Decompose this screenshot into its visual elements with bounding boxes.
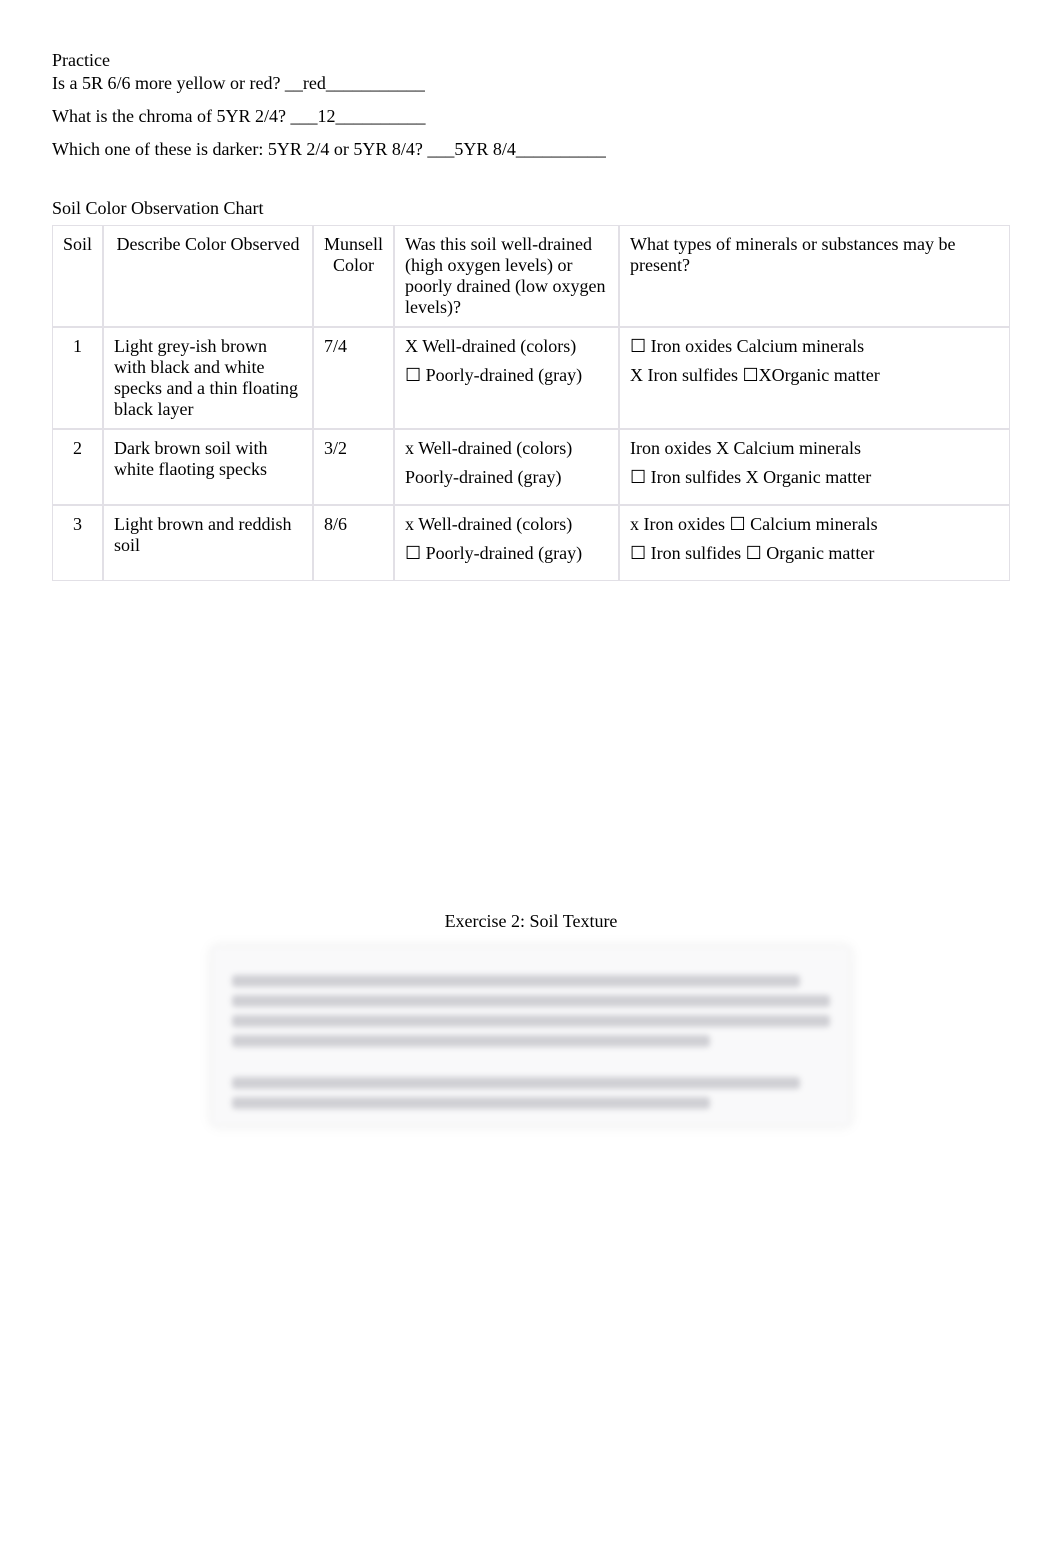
header-soil: Soil [52, 225, 103, 327]
cell-soil-num: 2 [52, 429, 103, 505]
drain-option: ☐ Poorly-drained (gray) [405, 365, 608, 386]
cell-drained: X Well-drained (colors) ☐ Poorly-drained… [394, 327, 619, 429]
mineral-option: Iron oxides X Calcium minerals [630, 438, 999, 459]
header-munsell: Munsell Color [313, 225, 394, 327]
mineral-option: ☐ Iron sulfides ☐ Organic matter [630, 543, 999, 564]
table-row: 2 Dark brown soil with white flaoting sp… [52, 429, 1010, 505]
exercise-2-title: Exercise 2: Soil Texture [52, 911, 1010, 932]
cell-drained: x Well-drained (colors) ☐ Poorly-drained… [394, 505, 619, 581]
mineral-option: ☐ Iron sulfides X Organic matter [630, 467, 999, 488]
cell-soil-num: 1 [52, 327, 103, 429]
blur-line [232, 1015, 830, 1027]
practice-q3: Which one of these is darker: 5YR 2/4 or… [52, 139, 1010, 160]
table-row: 3 Light brown and reddish soil 8/6 x Wel… [52, 505, 1010, 581]
blur-line [232, 1097, 710, 1109]
cell-minerals: x Iron oxides ☐ Calcium minerals ☐ Iron … [619, 505, 1010, 581]
header-describe: Describe Color Observed [103, 225, 313, 327]
observation-table: Soil Describe Color Observed Munsell Col… [52, 225, 1010, 581]
mineral-option: x Iron oxides ☐ Calcium minerals [630, 514, 999, 535]
blurred-preview [211, 946, 851, 1126]
chart-title: Soil Color Observation Chart [52, 198, 1010, 219]
table-header-row: Soil Describe Color Observed Munsell Col… [52, 225, 1010, 327]
mineral-option: ☐ Iron oxides Calcium minerals [630, 336, 999, 357]
blur-line [232, 995, 830, 1007]
practice-q1: Is a 5R 6/6 more yellow or red? __red___… [52, 73, 1010, 94]
table-row: 1 Light grey-ish brown with black and wh… [52, 327, 1010, 429]
blur-line [232, 975, 800, 987]
cell-minerals: ☐ Iron oxides Calcium minerals X Iron su… [619, 327, 1010, 429]
drain-option: Poorly-drained (gray) [405, 467, 608, 488]
cell-soil-num: 3 [52, 505, 103, 581]
mineral-option: X Iron sulfides ☐XOrganic matter [630, 365, 999, 386]
header-minerals: What types of minerals or substances may… [619, 225, 1010, 327]
practice-title: Practice [52, 50, 1010, 71]
cell-munsell: 7/4 [313, 327, 394, 429]
cell-munsell: 8/6 [313, 505, 394, 581]
blur-line [232, 1035, 710, 1047]
cell-describe: Light grey-ish brown with black and whit… [103, 327, 313, 429]
drain-option: x Well-drained (colors) [405, 514, 608, 535]
practice-section: Practice Is a 5R 6/6 more yellow or red?… [52, 50, 1010, 160]
cell-describe: Dark brown soil with white flaoting spec… [103, 429, 313, 505]
drain-option: X Well-drained (colors) [405, 336, 608, 357]
drain-option: x Well-drained (colors) [405, 438, 608, 459]
cell-drained: x Well-drained (colors) Poorly-drained (… [394, 429, 619, 505]
blur-line [232, 1077, 800, 1089]
cell-describe: Light brown and reddish soil [103, 505, 313, 581]
drain-option: ☐ Poorly-drained (gray) [405, 543, 608, 564]
header-drained: Was this soil well-drained (high oxygen … [394, 225, 619, 327]
practice-q2: What is the chroma of 5YR 2/4? ___12____… [52, 106, 1010, 127]
cell-munsell: 3/2 [313, 429, 394, 505]
cell-minerals: Iron oxides X Calcium minerals ☐ Iron su… [619, 429, 1010, 505]
